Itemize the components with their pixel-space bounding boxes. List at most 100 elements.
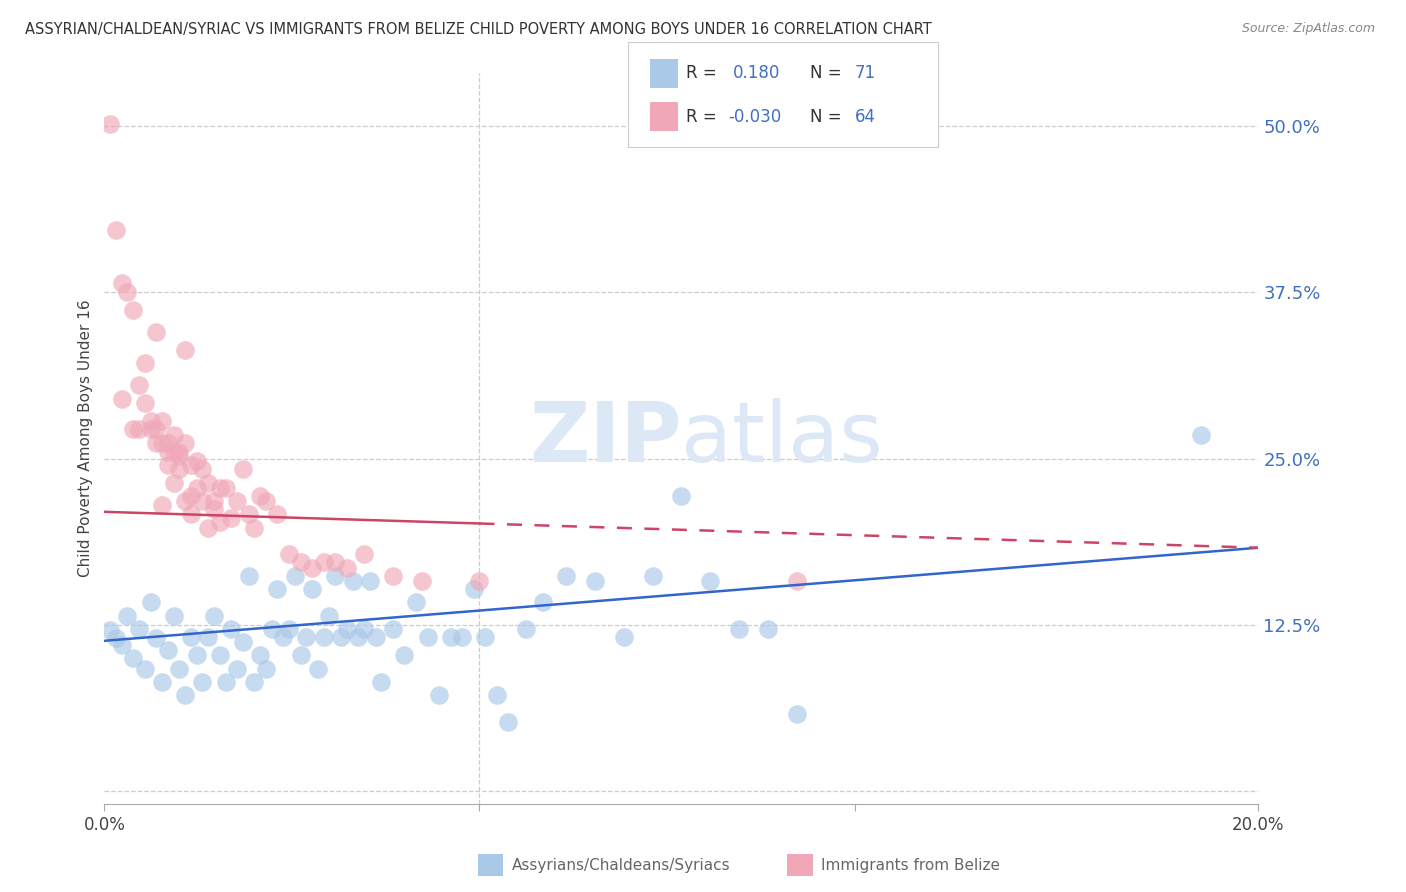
Text: 64: 64 bbox=[855, 108, 876, 126]
Point bbox=[254, 662, 277, 676]
Point bbox=[243, 675, 266, 690]
Point bbox=[186, 454, 208, 468]
Point bbox=[208, 481, 231, 495]
Point bbox=[226, 662, 249, 676]
Point bbox=[226, 494, 249, 508]
Point bbox=[336, 622, 359, 636]
Point bbox=[699, 574, 721, 588]
Point bbox=[174, 689, 197, 703]
Point bbox=[150, 435, 173, 450]
Point bbox=[330, 630, 353, 644]
Point bbox=[128, 422, 150, 436]
Point bbox=[451, 630, 474, 644]
Point bbox=[197, 630, 219, 644]
Point bbox=[301, 582, 323, 596]
Point bbox=[128, 378, 150, 392]
Point bbox=[150, 675, 173, 690]
Point bbox=[156, 435, 179, 450]
Point bbox=[323, 568, 346, 582]
Point bbox=[353, 547, 375, 561]
Point bbox=[474, 630, 496, 644]
Point bbox=[468, 574, 491, 588]
Point bbox=[202, 502, 225, 516]
Point bbox=[1189, 427, 1212, 442]
Point bbox=[381, 568, 404, 582]
Point bbox=[295, 630, 318, 644]
Point bbox=[180, 458, 202, 473]
Point bbox=[786, 706, 808, 721]
Point bbox=[174, 343, 197, 357]
Point bbox=[416, 630, 439, 644]
Point bbox=[555, 568, 578, 582]
Point bbox=[191, 494, 214, 508]
Point bbox=[232, 462, 254, 476]
Point bbox=[301, 560, 323, 574]
Point bbox=[260, 622, 283, 636]
Point bbox=[169, 445, 191, 459]
Text: ZIP: ZIP bbox=[529, 398, 682, 479]
Point bbox=[117, 608, 139, 623]
Point bbox=[312, 630, 335, 644]
Point bbox=[515, 622, 537, 636]
Point bbox=[411, 574, 433, 588]
Point bbox=[323, 555, 346, 569]
Point bbox=[139, 414, 162, 428]
Point bbox=[671, 489, 693, 503]
Point bbox=[364, 630, 387, 644]
Text: 0.180: 0.180 bbox=[733, 64, 780, 82]
Point bbox=[427, 689, 450, 703]
Point bbox=[266, 508, 288, 522]
Point bbox=[531, 595, 554, 609]
Point bbox=[214, 481, 236, 495]
Point bbox=[208, 516, 231, 530]
Point bbox=[284, 568, 307, 582]
Point bbox=[169, 449, 191, 463]
Point bbox=[134, 662, 156, 676]
Point bbox=[128, 622, 150, 636]
Point bbox=[122, 302, 145, 317]
Point bbox=[145, 422, 167, 436]
Point bbox=[405, 595, 427, 609]
Point bbox=[214, 675, 236, 690]
Point bbox=[232, 635, 254, 649]
Point bbox=[145, 631, 167, 645]
Point bbox=[756, 622, 779, 636]
Text: N =: N = bbox=[810, 64, 846, 82]
Point bbox=[186, 648, 208, 663]
Point bbox=[394, 648, 416, 663]
Text: atlas: atlas bbox=[682, 398, 883, 479]
Point bbox=[162, 427, 184, 442]
Point bbox=[463, 582, 485, 596]
Point bbox=[156, 643, 179, 657]
Text: R =: R = bbox=[686, 108, 723, 126]
Text: ASSYRIAN/CHALDEAN/SYRIAC VS IMMIGRANTS FROM BELIZE CHILD POVERTY AMONG BOYS UNDE: ASSYRIAN/CHALDEAN/SYRIAC VS IMMIGRANTS F… bbox=[25, 22, 932, 37]
Point bbox=[156, 445, 179, 459]
Point bbox=[98, 623, 121, 637]
Point bbox=[191, 462, 214, 476]
Point bbox=[353, 622, 375, 636]
Point bbox=[122, 651, 145, 665]
Point bbox=[439, 630, 461, 644]
Point bbox=[104, 223, 127, 237]
Point bbox=[238, 568, 260, 582]
Point bbox=[162, 608, 184, 623]
Point bbox=[498, 714, 520, 729]
Point bbox=[134, 356, 156, 370]
Point bbox=[312, 555, 335, 569]
Point bbox=[134, 396, 156, 410]
Point bbox=[117, 285, 139, 300]
Point bbox=[169, 662, 191, 676]
Point bbox=[318, 608, 340, 623]
Point bbox=[122, 422, 145, 436]
Point bbox=[278, 547, 301, 561]
Text: 71: 71 bbox=[855, 64, 876, 82]
Point bbox=[169, 462, 191, 476]
Point bbox=[197, 521, 219, 535]
Point bbox=[290, 555, 312, 569]
Point bbox=[150, 498, 173, 512]
Point bbox=[180, 508, 202, 522]
Point bbox=[381, 622, 404, 636]
Point bbox=[249, 489, 271, 503]
Point bbox=[221, 622, 243, 636]
Text: Source: ZipAtlas.com: Source: ZipAtlas.com bbox=[1241, 22, 1375, 36]
